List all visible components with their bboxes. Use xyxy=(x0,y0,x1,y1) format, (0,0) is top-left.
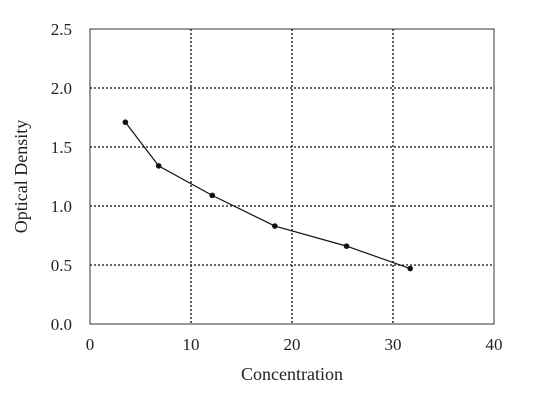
y-tick-label: 1.5 xyxy=(51,138,72,157)
tick-labels: 0.0 0.5 1.0 1.5 2.0 2.5 0 10 20 30 40 xyxy=(51,20,503,354)
data-point xyxy=(343,243,350,249)
grid-lines xyxy=(90,29,494,324)
x-tick-label: 20 xyxy=(284,335,301,354)
data-point xyxy=(272,223,278,229)
y-axis-label: Optical Density xyxy=(11,120,31,233)
data-point xyxy=(155,163,162,169)
x-tick-label: 10 xyxy=(183,335,200,354)
data-point xyxy=(407,265,413,272)
data-series xyxy=(122,119,413,272)
y-tick-label: 0.0 xyxy=(51,315,72,334)
y-tick-label: 1.0 xyxy=(51,197,72,216)
y-tick-label: 2.5 xyxy=(51,20,72,39)
x-tick-label: 30 xyxy=(385,335,402,354)
data-point xyxy=(209,192,216,199)
series-line xyxy=(124,121,411,270)
x-axis-label: Concentration xyxy=(241,364,343,384)
y-tick-label: 2.0 xyxy=(51,79,72,98)
plot-frame xyxy=(89,28,495,325)
x-tick-label: 0 xyxy=(86,335,95,354)
data-point xyxy=(122,119,129,126)
y-tick-label: 0.5 xyxy=(51,256,72,275)
x-tick-label: 40 xyxy=(486,335,503,354)
